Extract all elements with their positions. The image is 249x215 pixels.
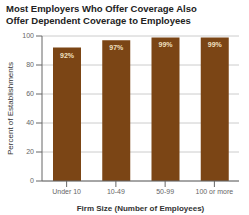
html-text:Most Employers Who Offer Cover: Most Employers Who Offer Coverage Also <box>6 3 197 14</box>
svg-text:0: 0 <box>30 177 34 184</box>
html-text:Offer Dependent Coverage to Em: Offer Dependent Coverage to Employees <box>6 15 191 26</box>
svg-text:99%: 99% <box>208 41 223 48</box>
svg-text:99%: 99% <box>158 41 173 48</box>
svg-text:50-99: 50-99 <box>156 188 174 195</box>
svg-text:100 or more: 100 or more <box>196 188 234 195</box>
svg-text:60: 60 <box>26 90 34 97</box>
svg-text:Firm Size (Number of Employees: Firm Size (Number of Employees) <box>77 204 205 213</box>
svg-text:Percent of Establishments: Percent of Establishments <box>8 62 15 155</box>
svg-text:97%: 97% <box>109 44 124 51</box>
svg-text:92%: 92% <box>60 52 75 59</box>
svg-text:Under 10: Under 10 <box>52 188 81 195</box>
svg-text:20: 20 <box>26 148 34 155</box>
svg-text:100: 100 <box>22 32 34 39</box>
svg-text:40: 40 <box>26 119 34 126</box>
svg-text:80: 80 <box>26 61 34 68</box>
svg-text:10-49: 10-49 <box>107 188 125 195</box>
